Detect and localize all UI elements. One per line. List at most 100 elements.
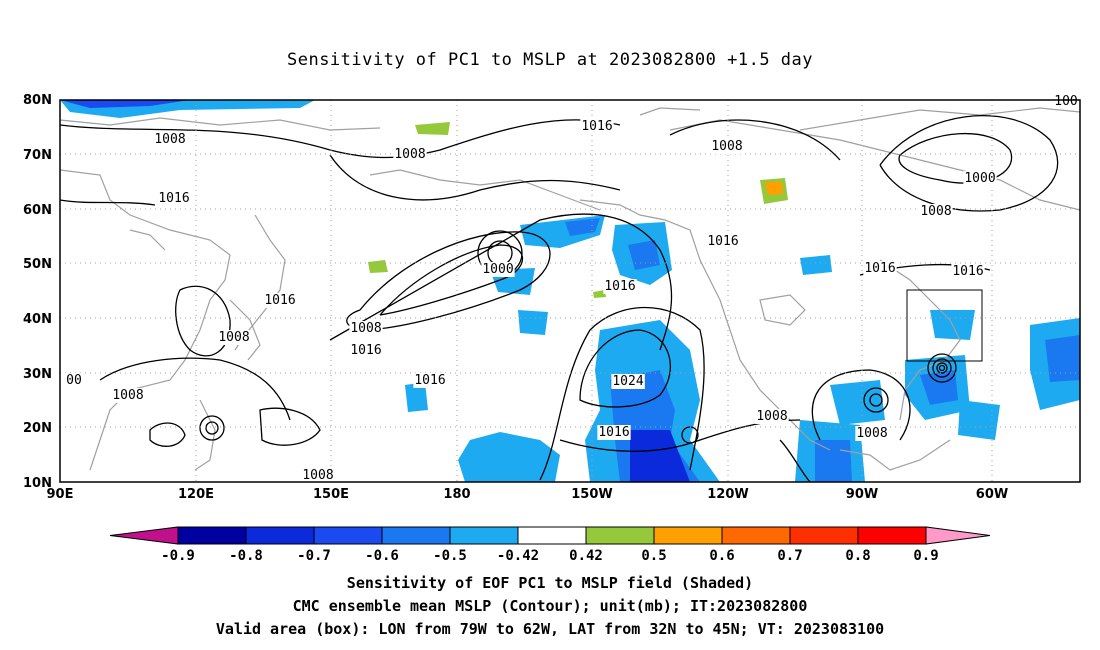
colorbar-swatch: [789, 526, 859, 545]
colorbar-label: -0.8: [229, 548, 263, 564]
lat-label: 10N: [23, 476, 52, 491]
contour-label-bg: [863, 261, 897, 276]
contour-label-bg: [481, 262, 515, 277]
grid-lines: [60, 100, 1080, 482]
colorbar-swatch: [313, 526, 383, 545]
contour-label-bg: [65, 373, 83, 388]
contour-label: 1016: [864, 261, 895, 276]
contour-label-bg: [597, 425, 631, 440]
contour-label: 100: [1054, 94, 1077, 109]
lat-label: 70N: [23, 148, 52, 163]
lon-axis: 90E 120E 150E 180 150W 120W 90W 60W: [47, 487, 1009, 502]
contour-label: 1024: [612, 374, 643, 389]
footer-line-1: Sensitivity of EOF PC1 to MSLP field (Sh…: [346, 574, 754, 592]
colorbar-swatch: [721, 526, 791, 545]
contour-label-layer: 1008 1016 1008 1016 1008 1000 1016 1008 …: [65, 94, 1079, 483]
contour-label-bg: [217, 330, 251, 345]
contour-label-bg: [706, 234, 740, 249]
contour-label: 1016: [581, 119, 612, 134]
lon-label: 90E: [47, 487, 74, 502]
contour-label: 1008: [302, 468, 333, 483]
colorbar-swatch: [857, 526, 927, 545]
contour-label: 1016: [598, 425, 629, 440]
colorbar-label: 0.8: [845, 548, 870, 564]
contour-label: 1016: [158, 191, 189, 206]
contour-label-bg: [111, 388, 145, 403]
contour-label-bg: [611, 374, 645, 389]
colorbar-label: 0.5: [641, 548, 666, 564]
contour-label-bg: [263, 293, 297, 308]
lat-label: 40N: [23, 312, 52, 327]
contour-label-bg: [413, 373, 447, 388]
colorbar-swatch: [653, 526, 723, 545]
contour-label-bg: [755, 409, 789, 424]
colorbar: -0.9 -0.8 -0.7 -0.6 -0.5 -0.42 0.42 0.5 0.6 0.7 0.…: [109, 526, 991, 564]
contour-label: 1016: [707, 234, 738, 249]
lon-label: 120E: [178, 487, 214, 502]
colorbar-swatch: [517, 526, 587, 545]
contour-label-bg: [301, 468, 335, 483]
colorbar-label: 0.9: [913, 548, 938, 564]
lat-label: 50N: [23, 257, 52, 272]
lat-label: 80N: [23, 93, 52, 108]
contour-label-bg: [855, 426, 889, 441]
colorbar-tip-right: [925, 526, 991, 545]
lat-axis: 80N 70N 60N 50N 40N 30N 20N 10N: [23, 93, 52, 491]
contour-label-bg: [580, 119, 614, 134]
lon-label: 150E: [313, 487, 349, 502]
contour-label: 1008: [350, 321, 381, 336]
colorbar-swatch: [381, 526, 451, 545]
contour-label: 1008: [856, 426, 887, 441]
contour-label-bg: [963, 171, 997, 186]
contour-label: 1008: [394, 147, 425, 162]
shaded-sensitivity: [60, 100, 1080, 482]
contour-label: 1016: [264, 293, 295, 308]
contour-label: 1016: [414, 373, 445, 388]
contour-label-bg: [157, 191, 191, 206]
contour-label-bg: [603, 279, 637, 294]
contour-label-bg: [393, 147, 427, 162]
colorbar-swatch: [449, 526, 519, 545]
colorbar-swatch: [585, 526, 655, 545]
contour-label-bg: [951, 264, 985, 279]
contour-label: 1008: [920, 204, 951, 219]
footer-line-3: Valid area (box): LON from 79W to 62W, L…: [215, 620, 885, 638]
contour-label: 1000: [482, 262, 513, 277]
contour-label: 1008: [756, 409, 787, 424]
colorbar-label: -0.5: [433, 548, 467, 564]
lat-label: 30N: [23, 367, 52, 382]
colorbar-label: -0.7: [297, 548, 331, 564]
contour-label-bg: [153, 132, 187, 147]
isobar-contours: [59, 115, 1059, 483]
contour-label-bg: [349, 321, 383, 336]
contour-label-bg: [349, 343, 383, 358]
lon-label: 180: [443, 487, 470, 502]
lon-label: 90W: [846, 487, 878, 502]
map-title: Sensitivity of PC1 to MSLP at 2023082800…: [286, 50, 813, 70]
valid-area-box: [906, 289, 983, 362]
contour-label-bg: [919, 204, 953, 219]
lat-label: 20N: [23, 421, 52, 436]
map-frame: [59, 99, 1081, 483]
contour-label: 1008: [218, 330, 249, 345]
lon-label: 60W: [976, 487, 1008, 502]
footer-line-2: CMC ensemble mean MSLP (Contour); unit(m…: [292, 597, 808, 615]
colorbar-label: 0.42: [569, 548, 603, 564]
colorbar-label: -0.6: [365, 548, 399, 564]
contour-label: 1008: [112, 388, 143, 403]
colorbar-label: 0.7: [777, 548, 802, 564]
contour-label: 1008: [154, 132, 185, 147]
colorbar-swatch: [245, 526, 315, 545]
contour-label-bg: [710, 139, 744, 154]
contour-label: 1016: [604, 279, 635, 294]
contour-label: 1008: [711, 139, 742, 154]
colorbar-label: -0.42: [497, 548, 539, 564]
contour-label-bg: [1053, 94, 1079, 109]
contour-label: 00: [66, 373, 82, 388]
colorbar-swatch: [177, 526, 247, 545]
colorbar-label: 0.6: [709, 548, 734, 564]
contour-label: 1000: [964, 171, 995, 186]
contour-label: 1016: [350, 343, 381, 358]
coastlines: [59, 107, 1081, 471]
